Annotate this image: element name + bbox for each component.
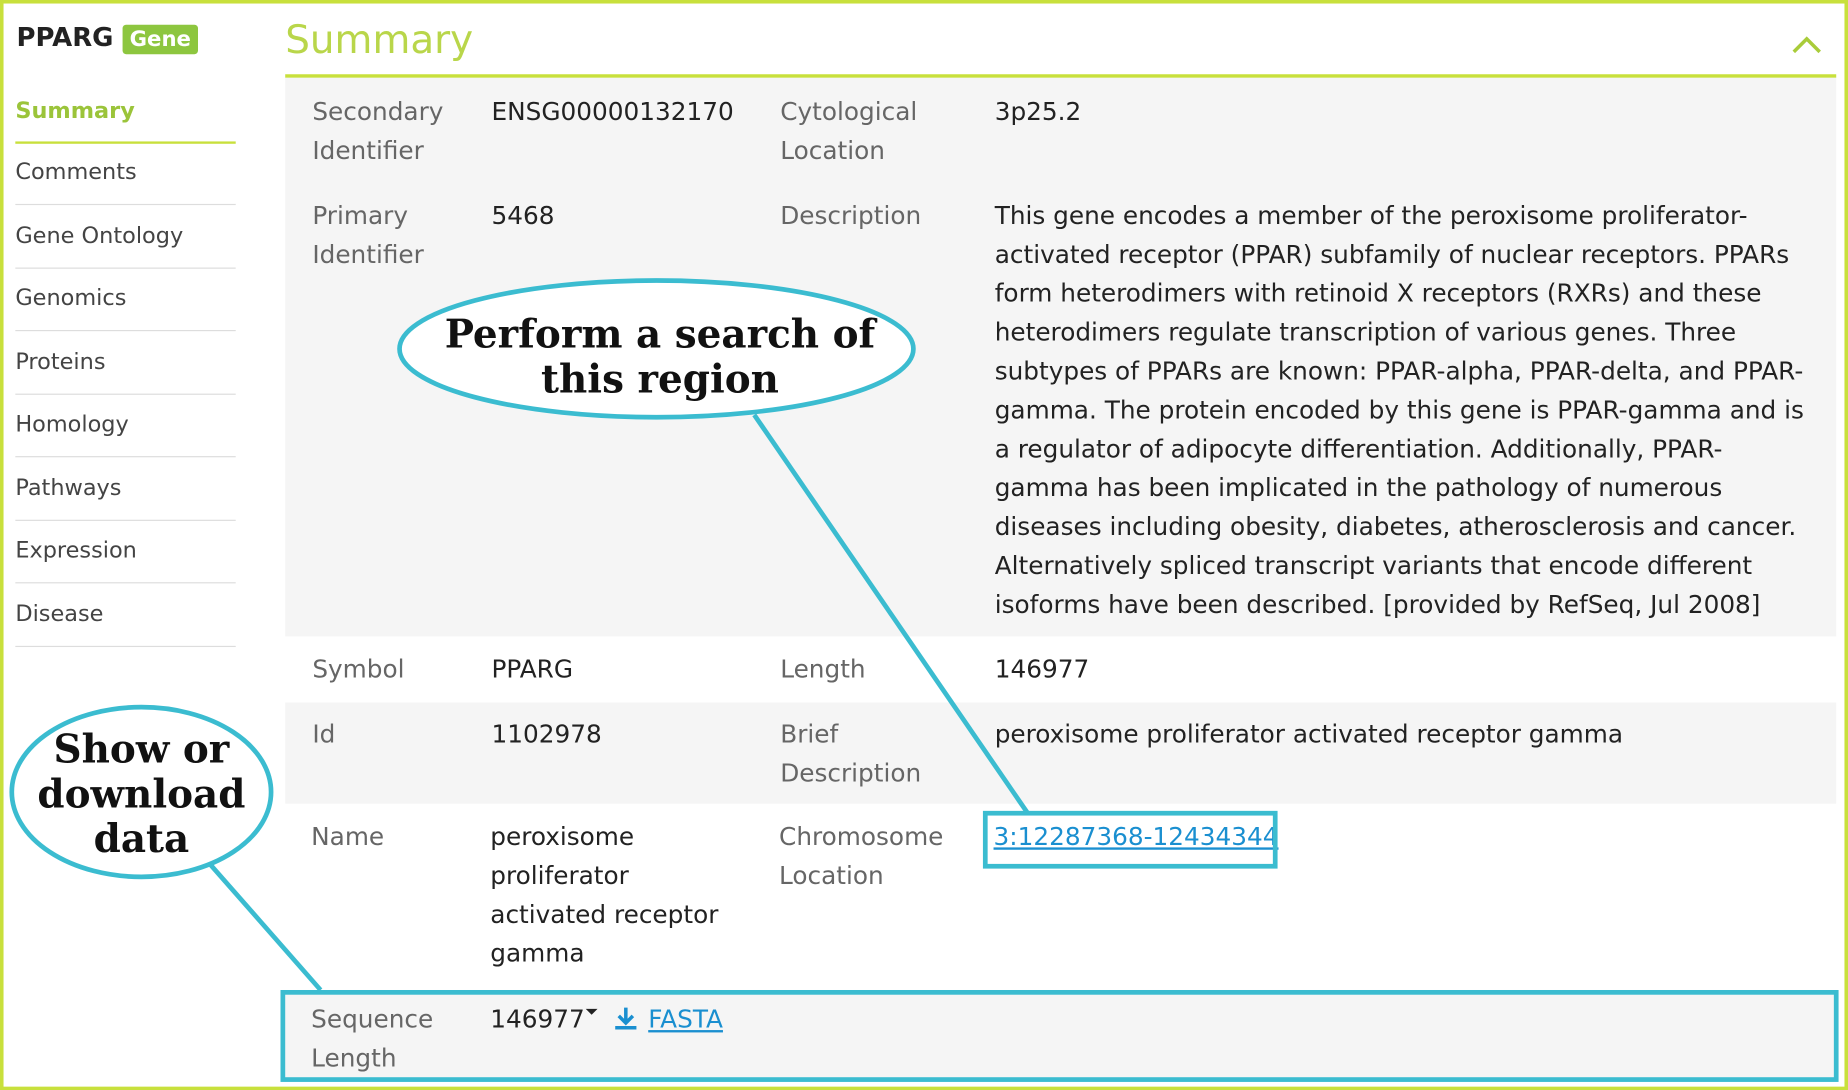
callout: Show or download data — [37, 725, 246, 862]
description: This gene encodes a member of the peroxi… — [994, 201, 1804, 619]
value: PPARG — [491, 655, 574, 684]
nav-item[interactable]: Homology — [15, 394, 236, 458]
label: Brief Description — [780, 720, 922, 788]
label: Length — [780, 655, 866, 684]
label: Id — [312, 720, 336, 749]
dropdown-caret[interactable] — [585, 1006, 599, 1018]
nav-item[interactable]: Expression — [15, 520, 236, 584]
row: Symbol PPARG Length 146977 — [285, 636, 1837, 703]
label: Primary Identifier — [312, 201, 424, 269]
row: Id 1102978 Brief Description peroxisome … — [285, 702, 1837, 804]
divider — [285, 74, 1837, 78]
badge: Gene — [122, 24, 199, 55]
gene-title: PPARG — [16, 23, 114, 54]
nav-item[interactable]: Pathways — [15, 457, 236, 521]
label: Chromosome Location — [779, 822, 944, 890]
value: peroxisome proliferator activated recept… — [994, 720, 1624, 749]
nav-item[interactable]: Summary — [15, 80, 236, 144]
label: Sequence Length — [311, 1005, 434, 1073]
download-icon[interactable] — [613, 1005, 639, 1031]
chromosome-link[interactable]: 3:12287368-12434344 — [993, 822, 1279, 851]
nav-item[interactable]: Proteins — [15, 331, 236, 395]
nav-item[interactable]: Comments — [15, 141, 236, 206]
fasta-link[interactable]: FASTA — [648, 1005, 723, 1034]
row: Secondary Identifier ENSG00000132170 Cyt… — [285, 77, 1837, 182]
row: Sequence Length 146977 FASTA — [285, 989, 1837, 1082]
row: Name peroxisome proliferator activated r… — [285, 803, 1837, 990]
value: peroxisome proliferator activated recept… — [490, 822, 719, 968]
collapse-icon[interactable] — [1789, 33, 1824, 57]
label: Symbol — [312, 655, 405, 684]
callout: Perform a search of this region — [444, 311, 876, 402]
value: 3p25.2 — [994, 97, 1082, 127]
nav-item[interactable]: Gene Ontology — [15, 204, 236, 269]
value: 5468 — [491, 201, 555, 230]
nav-item[interactable]: Genomics — [15, 268, 236, 332]
value: ENSG00000132170 — [491, 97, 734, 127]
value: 1102978 — [491, 720, 602, 749]
value: 146977 — [490, 1005, 585, 1034]
label: Description — [780, 201, 922, 230]
value: 146977 — [994, 655, 1090, 684]
label: Name — [311, 822, 385, 851]
row: Primary Identifier 5468 Description This… — [285, 181, 1837, 637]
section-title: Summary — [285, 16, 474, 63]
nav-item[interactable]: Disease — [15, 583, 236, 647]
label: Secondary Identifier — [312, 97, 444, 165]
label: Cytological Location — [780, 97, 918, 165]
